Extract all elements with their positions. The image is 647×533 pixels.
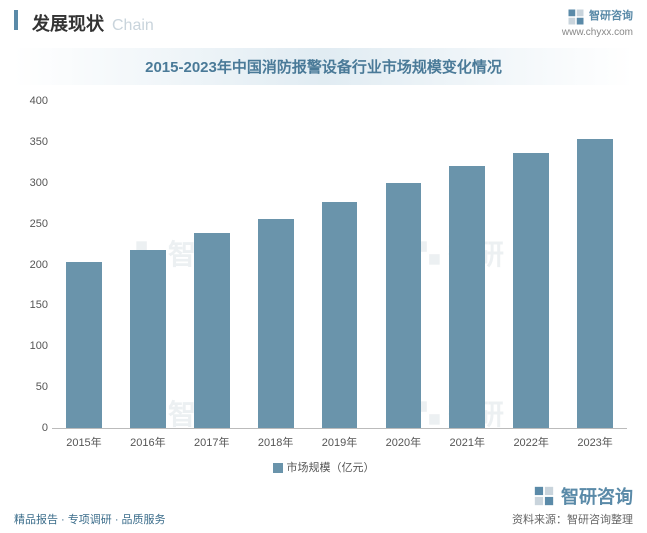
x-tick-label: 2020年 bbox=[371, 434, 435, 450]
x-tick-label: 2017年 bbox=[180, 434, 244, 450]
brand-logo-icon bbox=[567, 8, 585, 26]
x-tick-label: 2021年 bbox=[435, 434, 499, 450]
y-tick-label: 250 bbox=[14, 218, 48, 230]
y-tick-label: 350 bbox=[14, 136, 48, 148]
brand-logo-icon bbox=[533, 485, 555, 507]
x-tick-label: 2022年 bbox=[499, 434, 563, 450]
header-accent-bar bbox=[14, 10, 18, 30]
y-tick-label: 150 bbox=[14, 299, 48, 311]
bar-slot: 2020年 bbox=[371, 101, 435, 428]
header-brand-block: 智研咨询 www.chyxx.com bbox=[562, 8, 633, 39]
x-tick-label: 2023年 bbox=[563, 434, 627, 450]
bar bbox=[130, 250, 166, 428]
bar-slot: 2015年 bbox=[52, 101, 116, 428]
bar bbox=[322, 202, 358, 428]
bar bbox=[449, 166, 485, 428]
bar-slot: 2016年 bbox=[116, 101, 180, 428]
bar-slot: 2023年 bbox=[563, 101, 627, 428]
y-tick-label: 300 bbox=[14, 177, 48, 189]
chart-area: 智研 智研 智研 智研 2015年2016年2017年2018年2019年202… bbox=[14, 93, 633, 465]
footer-right: 智研咨询 资料来源：智研咨询整理 bbox=[512, 483, 633, 527]
header-left: 发展现状 Chain bbox=[14, 10, 154, 36]
y-tick-label: 400 bbox=[14, 95, 48, 107]
x-tick-label: 2016年 bbox=[116, 434, 180, 450]
bar-slot: 2022年 bbox=[499, 101, 563, 428]
header: 发展现状 Chain 智研咨询 www.chyxx.com bbox=[0, 0, 647, 44]
bar bbox=[513, 153, 549, 428]
plot-region: 2015年2016年2017年2018年2019年2020年2021年2022年… bbox=[52, 101, 627, 429]
x-tick-label: 2019年 bbox=[308, 434, 372, 450]
bar-slot: 2018年 bbox=[244, 101, 308, 428]
bar-slot: 2017年 bbox=[180, 101, 244, 428]
footer-tagline: 精品报告 · 专项调研 · 品质服务 bbox=[14, 511, 166, 527]
bar bbox=[194, 233, 230, 428]
y-tick-label: 0 bbox=[14, 422, 48, 434]
y-tick-label: 100 bbox=[14, 340, 48, 352]
footer: 精品报告 · 专项调研 · 品质服务 智研咨询 资料来源：智研咨询整理 bbox=[0, 475, 647, 533]
footer-brand: 智研咨询 bbox=[512, 483, 633, 509]
header-title: 发展现状 bbox=[32, 10, 104, 36]
header-subtitle-en: Chain bbox=[112, 17, 154, 35]
y-tick-label: 50 bbox=[14, 381, 48, 393]
header-brand-name: 智研咨询 bbox=[589, 9, 633, 23]
x-tick-label: 2018年 bbox=[244, 434, 308, 450]
x-tick-label: 2015年 bbox=[52, 434, 116, 450]
y-tick-label: 200 bbox=[14, 259, 48, 271]
bar bbox=[258, 219, 294, 428]
footer-brand-name: 智研咨询 bbox=[561, 483, 633, 509]
bar bbox=[386, 183, 422, 428]
bar-slot: 2021年 bbox=[435, 101, 499, 428]
bars-container: 2015年2016年2017年2018年2019年2020年2021年2022年… bbox=[52, 101, 627, 428]
bar-slot: 2019年 bbox=[308, 101, 372, 428]
bar bbox=[66, 262, 102, 428]
header-brand: 智研咨询 bbox=[562, 8, 633, 26]
chart-title: 2015-2023年中国消防报警设备行业市场规模变化情况 bbox=[14, 48, 633, 85]
header-brand-url: www.chyxx.com bbox=[562, 26, 633, 39]
bar bbox=[577, 139, 613, 428]
footer-source: 资料来源：智研咨询整理 bbox=[512, 511, 633, 527]
